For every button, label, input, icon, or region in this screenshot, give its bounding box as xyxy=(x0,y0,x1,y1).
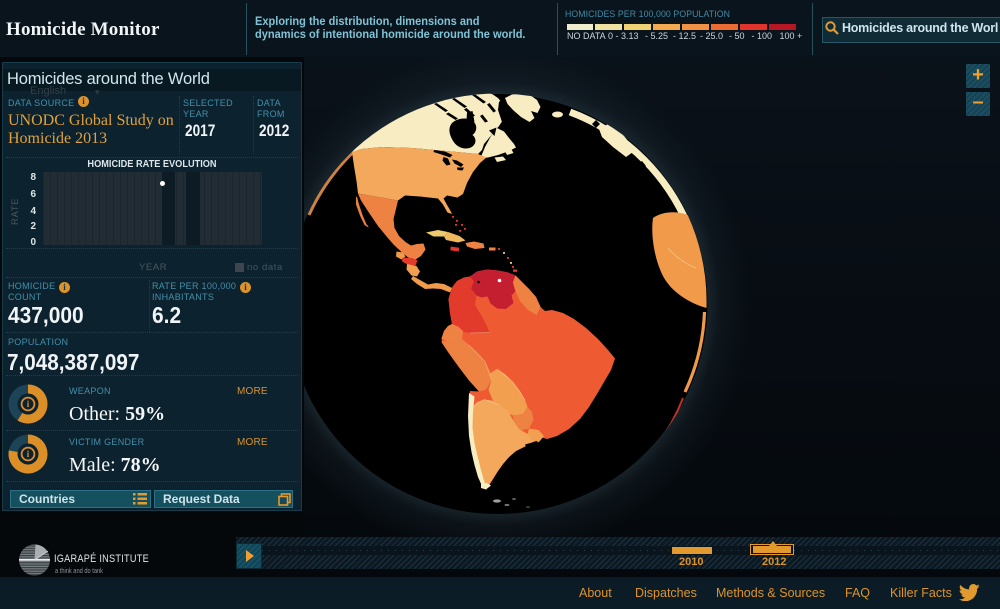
svg-text:i: i xyxy=(27,449,30,459)
svg-text:IGARAPÉ INSTITUTE: IGARAPÉ INSTITUTE xyxy=(54,552,149,565)
svg-text:i: i xyxy=(27,399,30,409)
svg-text:a think and do tank: a think and do tank xyxy=(55,566,103,575)
